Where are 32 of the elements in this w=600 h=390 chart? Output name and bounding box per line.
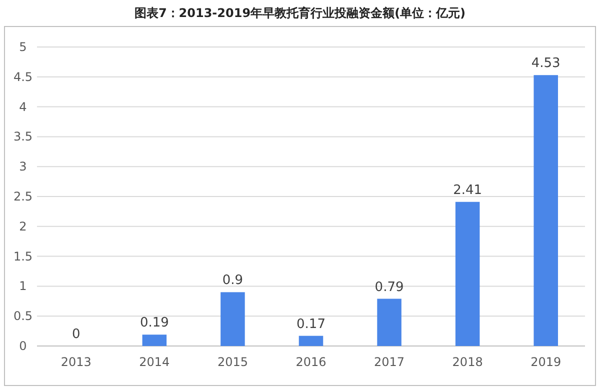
x-tick-label: 2014: [139, 355, 170, 369]
data-label: 0.9: [222, 273, 244, 288]
chart-title: 图表7：2013-2019年早教托育行业投融资金额(单位：亿元): [134, 6, 466, 20]
data-label: 0: [72, 327, 80, 342]
data-label: 0.19: [140, 316, 169, 331]
x-tick-label: 2013: [60, 355, 92, 369]
bar: [220, 292, 245, 346]
y-tick-label: 3.5: [13, 130, 33, 144]
data-label: 0.79: [374, 280, 404, 295]
y-tick-label: 3: [19, 160, 27, 174]
data-label: 2.41: [453, 182, 482, 198]
x-tick-label: 2018: [452, 355, 483, 369]
y-tick-label: 4: [19, 100, 27, 114]
x-tick-label: 2015: [217, 355, 248, 369]
y-tick-label: 0.5: [13, 309, 33, 324]
bar: [377, 298, 402, 346]
x-tick-label: 2019: [530, 355, 562, 369]
y-tick-label: 2.5: [13, 190, 33, 204]
y-tick-label: 1.5: [13, 249, 33, 264]
bar: [142, 334, 167, 346]
y-tick-label: 5: [19, 40, 27, 54]
bar: [298, 336, 324, 346]
y-tick-label: 1: [19, 279, 27, 294]
y-tick-label: 2: [19, 219, 27, 234]
x-tick-label: 2017: [374, 355, 405, 369]
data-label: 0.17: [296, 316, 326, 332]
y-tick-label: 4.5: [13, 70, 33, 84]
bar: [534, 75, 558, 346]
data-label: 4.53: [531, 56, 560, 72]
x-tick-label: 2016: [296, 355, 326, 369]
bar: [455, 202, 480, 346]
y-tick-label: 0: [19, 339, 27, 353]
